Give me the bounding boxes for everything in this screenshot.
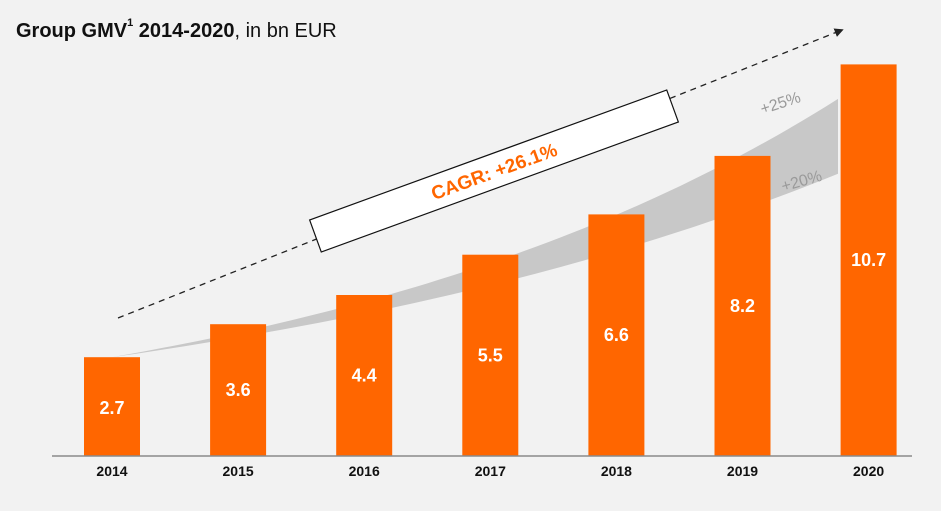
title-footnote-marker: 1 (127, 17, 134, 30)
bar-2018 (588, 214, 645, 456)
x-tick-label-2018: 2018 (601, 463, 632, 479)
bar-2017 (462, 254, 519, 456)
x-tick-label-2014: 2014 (96, 463, 127, 479)
chart-title: Group GMV1 2014-2020, in bn EUR (16, 17, 337, 43)
x-tick-label-2020: 2020 (853, 463, 884, 479)
bar-value-label-2017: 5.5 (478, 345, 503, 365)
x-tick-label-2019: 2019 (727, 463, 758, 479)
cagr-box (308, 89, 680, 253)
title-years: 2014-2020 (138, 20, 235, 42)
bar-value-label-2016: 4.4 (352, 366, 377, 386)
band-upper-label: +25% (758, 89, 803, 118)
bar-value-label-2015: 3.6 (226, 380, 251, 400)
bar-2020 (840, 64, 897, 457)
title-main: Group GMV (16, 20, 128, 42)
bar-value-label-2014: 2.7 (99, 398, 124, 418)
x-tick-label-2016: 2016 (349, 463, 380, 479)
x-tick-label-2017: 2017 (475, 463, 506, 479)
x-tick-labels: 2014 2015 2016 2017 2018 2019 2020 (96, 463, 884, 479)
bar-2014 (84, 357, 140, 456)
title-unit: , in bn EUR (234, 20, 337, 42)
bars: 2.7 3.6 4.4 5.5 6.6 8.2 10.7 (84, 64, 897, 457)
bar-2015 (210, 324, 267, 456)
bar-value-label-2020: 10.7 (851, 250, 886, 270)
bar-2016 (336, 295, 393, 456)
bar-value-label-2018: 6.6 (604, 325, 629, 345)
bar-value-label-2019: 8.2 (730, 296, 755, 316)
x-tick-label-2015: 2015 (223, 463, 254, 479)
bar-2019 (714, 155, 771, 456)
